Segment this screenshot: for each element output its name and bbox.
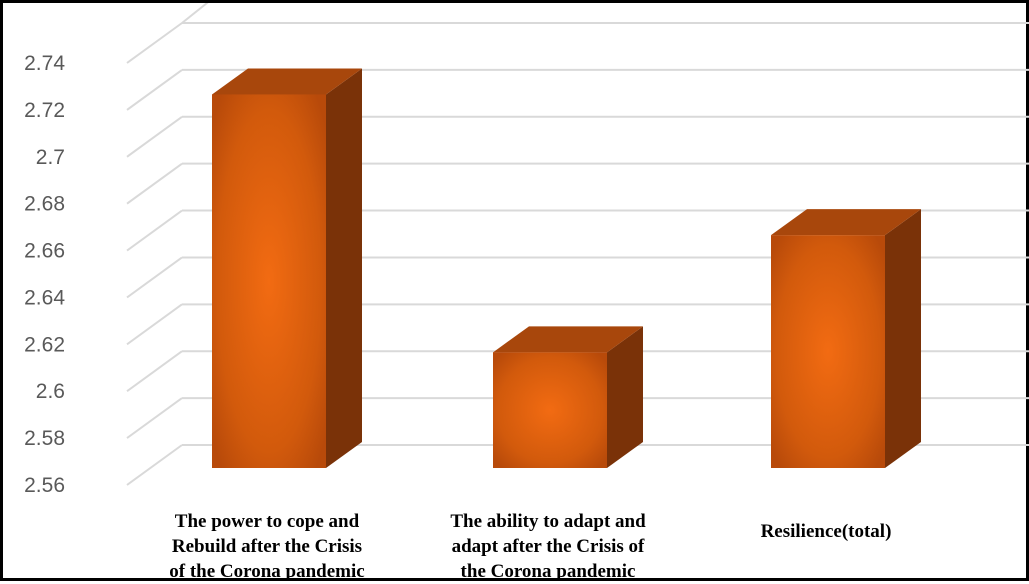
y-axis-ticks: 2.56 2.58 2.6 2.62 2.64 2.66 2.68 2.7 2.72 2.74 — [24, 52, 65, 497]
gridline-depth — [126, 303, 183, 346]
gridline-depth — [126, 444, 183, 486]
gridline-depth — [126, 256, 183, 299]
bar — [212, 68, 362, 468]
bar — [493, 326, 643, 468]
x-category-label: Resilience(total) — [761, 521, 892, 542]
x-category-label: of the Corona pandemic — [169, 561, 364, 582]
bar-side-face — [885, 209, 921, 468]
y-tick-label: 2.72 — [24, 99, 65, 122]
bar-side-face — [326, 68, 362, 468]
bar-chart: 2.56 2.58 2.6 2.62 2.64 2.66 2.68 2.7 2.72 2.74 T… — [24, 3, 1029, 582]
bars — [212, 68, 921, 468]
x-category-label: The ability to adapt and — [450, 511, 646, 532]
x-category-label: the Corona pandemic — [461, 561, 636, 582]
y-tick-label: 2.64 — [24, 286, 65, 309]
y-tick-label: 2.6 — [36, 380, 65, 403]
y-tick-label: 2.58 — [24, 427, 65, 450]
y-tick-label: 2.62 — [24, 333, 65, 356]
bar-side-face — [607, 326, 643, 468]
bar — [771, 209, 921, 468]
bar-front-face — [212, 94, 326, 468]
bar-top-face — [212, 68, 362, 95]
gridline-depth — [126, 22, 183, 64]
gridline-depth — [126, 115, 183, 158]
bar-top-face — [493, 326, 643, 353]
gridline-depth — [181, 3, 209, 24]
bar-front-face — [493, 352, 607, 468]
y-tick-label: 2.66 — [24, 240, 65, 263]
bar-top-face — [771, 209, 921, 236]
x-category-label: Rebuild after the Crisis — [172, 536, 362, 557]
x-category-label: The power to cope and — [175, 511, 360, 532]
y-tick-label: 2.68 — [24, 193, 65, 216]
gridline-depth — [126, 350, 183, 393]
y-tick-label: 2.7 — [36, 146, 65, 169]
y-tick-label: 2.74 — [24, 52, 65, 75]
y-tick-label: 2.56 — [24, 474, 65, 497]
gridline-depth — [126, 397, 183, 439]
gridline-depth — [126, 209, 183, 252]
gridline-depth — [126, 69, 183, 111]
x-category-label: adapt after the Crisis of — [452, 536, 645, 557]
category-labels: The power to cope and Rebuild after the C… — [169, 511, 891, 582]
bar-front-face — [771, 235, 885, 468]
gridline-depth — [126, 162, 183, 205]
